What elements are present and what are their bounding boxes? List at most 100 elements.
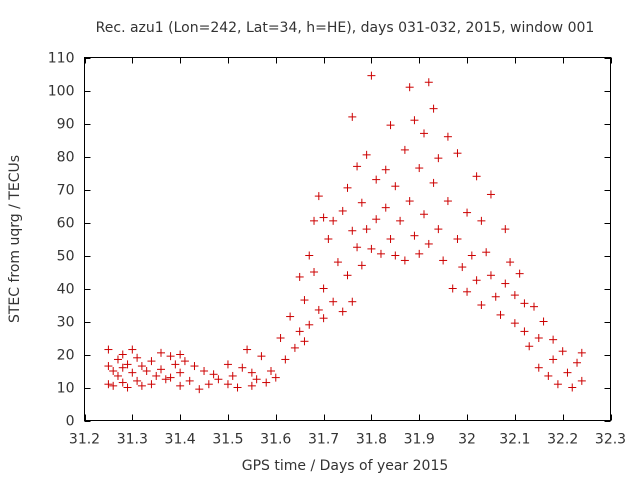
data-point [568, 383, 577, 392]
data-point [391, 182, 400, 191]
data-point [300, 337, 309, 346]
data-point [180, 357, 189, 366]
data-point [544, 371, 553, 380]
data-point [510, 291, 519, 300]
y-tick-label: 50 [57, 249, 75, 265]
data-point [472, 276, 481, 285]
data-point [128, 368, 137, 377]
data-point [510, 319, 519, 328]
axis-ticks: 31.2 31.3 31.4 31.5 31.6 31.7 31.8 31.9 32 32.1 32… [48, 51, 626, 448]
data-point [424, 78, 433, 87]
x-tick-label: 31.7 [308, 432, 339, 448]
data-point [161, 375, 170, 384]
data-point [118, 378, 127, 387]
x-tick-label: 32.3 [595, 432, 626, 448]
data-point [420, 210, 429, 219]
data-point [310, 268, 319, 276]
x-tick-label: 31.4 [165, 432, 196, 448]
data-point [185, 376, 194, 385]
data-point [300, 296, 309, 305]
data-point [563, 368, 572, 377]
data-point [472, 172, 481, 181]
y-tick-label: 80 [57, 150, 75, 166]
data-point [238, 363, 247, 372]
data-point [166, 352, 175, 361]
data-point [386, 121, 395, 130]
y-tick-label: 90 [57, 117, 75, 133]
data-point [501, 225, 510, 234]
data-point [204, 380, 213, 389]
data-point [171, 360, 180, 369]
data-point [348, 112, 357, 121]
data-point [443, 197, 452, 206]
x-tick-label: 32.1 [499, 432, 530, 448]
data-point [214, 375, 223, 384]
data-point [271, 373, 280, 382]
data-point [424, 239, 433, 248]
data-point [113, 355, 122, 364]
plot-frame [84, 57, 611, 421]
data-point [376, 249, 385, 258]
data-point [453, 235, 462, 243]
data-points [104, 71, 586, 394]
y-tick-label: 100 [48, 84, 75, 100]
data-point [329, 297, 338, 306]
data-point [520, 327, 529, 336]
data-point [142, 367, 151, 375]
data-point [577, 376, 586, 385]
data-point [553, 380, 562, 389]
data-point [529, 302, 538, 311]
data-point [104, 362, 113, 371]
data-point [166, 373, 175, 382]
data-point [319, 213, 328, 222]
data-point [223, 380, 232, 389]
data-point [420, 129, 429, 138]
data-point [109, 381, 118, 390]
data-point [357, 261, 366, 270]
y-axis-label: STEC from uqrg / TECUs [7, 155, 23, 323]
data-point [396, 216, 405, 225]
data-point [525, 342, 534, 351]
data-point [233, 383, 242, 392]
data-point [157, 365, 166, 374]
data-point [429, 178, 438, 187]
y-tick-label: 20 [57, 348, 75, 364]
data-point [372, 175, 381, 184]
data-point [348, 297, 357, 306]
data-point [400, 145, 409, 154]
x-tick-label: 31.6 [260, 432, 291, 448]
data-point [477, 216, 486, 225]
data-point [381, 203, 390, 212]
data-point [467, 251, 476, 260]
data-point [415, 249, 424, 258]
data-point [434, 154, 443, 163]
data-point [410, 116, 419, 125]
data-point [357, 198, 366, 207]
data-point [319, 284, 328, 293]
data-point [486, 271, 495, 280]
data-point [305, 320, 314, 329]
data-point [252, 375, 261, 384]
data-point [133, 353, 142, 362]
data-point [319, 314, 328, 323]
data-point [195, 385, 204, 394]
x-tick-label: 31.5 [212, 432, 243, 448]
data-point [314, 305, 323, 314]
y-tick-label: 10 [57, 381, 75, 397]
data-point [520, 299, 529, 308]
data-point [109, 367, 118, 375]
data-point [104, 345, 113, 354]
data-point [353, 162, 362, 171]
data-point [176, 350, 185, 359]
data-point [152, 371, 161, 380]
data-point [329, 216, 338, 225]
data-point [477, 301, 486, 309]
data-point [515, 269, 524, 278]
x-axis-label: GPS time / Days of year 2015 [242, 458, 449, 474]
data-point [137, 381, 146, 390]
data-point [310, 216, 319, 225]
data-point [314, 192, 323, 201]
data-point [243, 345, 252, 354]
y-tick-label: 60 [57, 216, 75, 232]
